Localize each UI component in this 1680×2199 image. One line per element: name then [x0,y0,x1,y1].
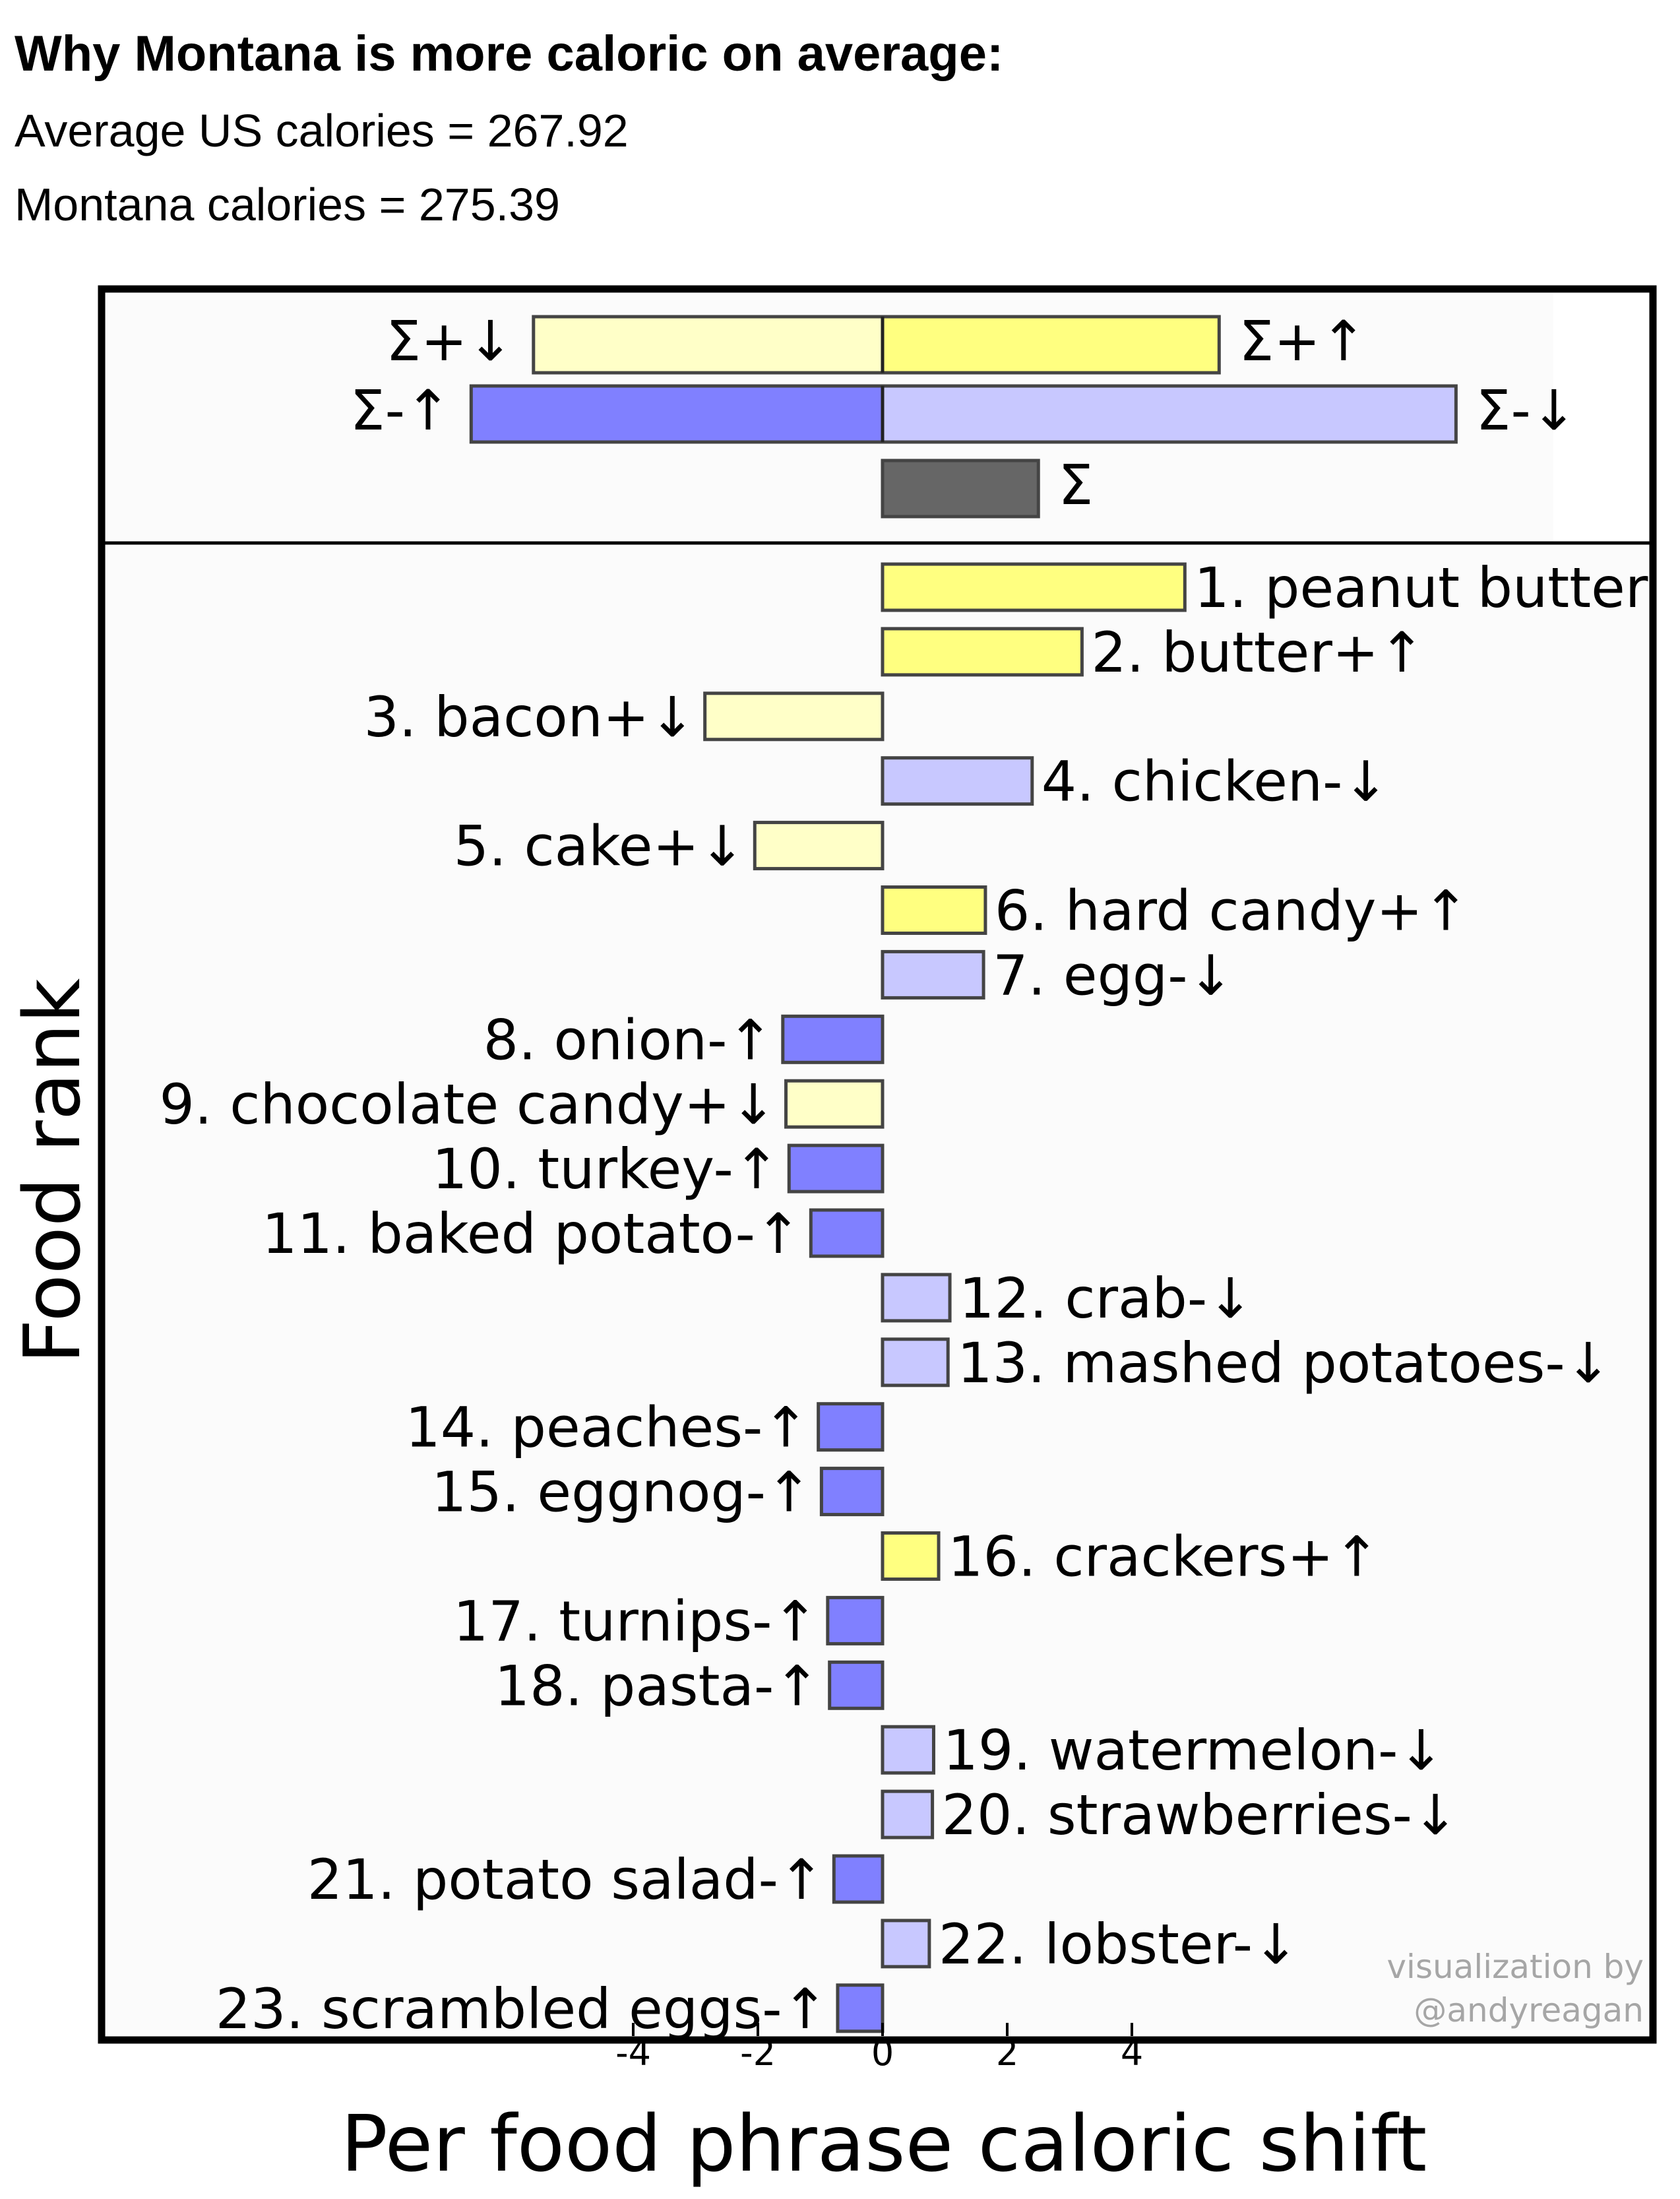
food-bar-label: 13. mashed potatoes-↓ [957,1331,1611,1395]
food-bar-label: 21. potato salad-↑ [307,1847,825,1912]
food-bar [881,1725,935,1775]
food-bar [881,562,1187,612]
food-bar [753,821,885,871]
food-bar [881,1273,952,1323]
food-bar-label: 15. eggnog-↑ [431,1460,812,1525]
food-bar-label: 18. pasta-↑ [495,1653,821,1718]
food-bar [781,1014,885,1064]
x-axis-label: Per food phrase caloric shift [341,2098,1427,2189]
food-bar [881,949,985,1000]
food-bar [881,1337,950,1387]
x-axis-ticks: -4 -2 0 2 4 [615,2023,1143,2074]
credit-line-1: visualization by [1386,1948,1644,1986]
food-bar-label: 19. watermelon-↓ [943,1718,1444,1783]
y-axis-label: Food rank [7,978,98,1364]
food-bar [881,1531,941,1581]
food-bar [787,1143,885,1194]
food-bar-label: 6. hard candy+↑ [995,879,1469,943]
food-bar-label: 17. turnips-↑ [453,1589,819,1653]
food-bar-label: 4. chicken-↓ [1042,749,1389,814]
food-bar-label: 1. peanut butter [1194,556,1648,620]
summary-bar [469,384,885,444]
food-bar-label: 5. cake+↓ [454,814,746,879]
food-bar [819,1467,885,1517]
food-bar [881,885,987,935]
summary-panel-margin [1553,289,1653,543]
credit-line-2: @andyreagan [1414,1991,1644,2029]
food-bar [881,1919,931,1969]
summary-bar-label: Σ-↓ [1476,378,1577,443]
food-bar [832,1854,885,1904]
food-bar-label: 20. strawberries-↓ [942,1783,1459,1847]
food-bar-label: 9. chocolate candy+↓ [159,1072,776,1137]
food-bar-label: 10. turkey-↑ [432,1137,780,1201]
food-bar-label: 3. bacon+↓ [363,685,695,749]
summary-bar [881,459,1040,519]
x-tick-label: 2 [996,2032,1018,2074]
food-bar [881,756,1034,806]
x-tick-label: -2 [740,2032,776,2074]
average-us-calories: Average US calories = 267.92 [15,105,629,156]
food-bar-label: 22. lobster-↓ [939,1912,1299,1977]
summary-bar [532,315,885,375]
summary-bar-label: Σ+↑ [1239,309,1367,373]
summary-bar-label: Σ [1058,453,1093,517]
food-bar-label: 7. egg-↓ [993,943,1234,1007]
summary-bar [881,315,1221,375]
x-tick-label: -4 [615,2032,651,2074]
food-bar [836,1983,885,2033]
food-bar-label: 12. crab-↓ [959,1266,1254,1331]
food-bar-label: 2. butter+↑ [1091,620,1425,685]
food-bar-label: 23. scrambled eggs-↑ [216,1977,828,2041]
plot-frame [98,285,1657,2044]
food-bar [703,691,885,742]
food-bar [817,1402,885,1452]
summary-bar [881,384,1458,444]
food-bar [828,1660,885,1710]
food-bar [826,1595,885,1645]
x-tick-label: 4 [1121,2032,1143,2074]
food-bar [784,1079,885,1129]
chart-title: Why Montana is more caloric on average: [15,26,1004,82]
food-bar-label: 14. peaches-↑ [405,1395,809,1460]
montana-calories: Montana calories = 275.39 [15,179,560,230]
summary-panel: Σ+↓ Σ+↑ Σ-↑ Σ-↓ Σ [350,309,1577,519]
food-bar [881,1789,935,1839]
food-bar-label: 11. baked potato-↑ [262,1201,801,1266]
summary-bar-label: Σ-↑ [350,378,452,443]
food-bar [809,1208,885,1258]
food-bar [881,627,1084,677]
summary-bar-label: Σ+↓ [386,309,514,373]
food-bar-label: 16. crackers+↑ [948,1525,1380,1589]
food-bar-label: 8. onion-↑ [483,1007,774,1072]
x-tick-label: 0 [871,2032,894,2074]
